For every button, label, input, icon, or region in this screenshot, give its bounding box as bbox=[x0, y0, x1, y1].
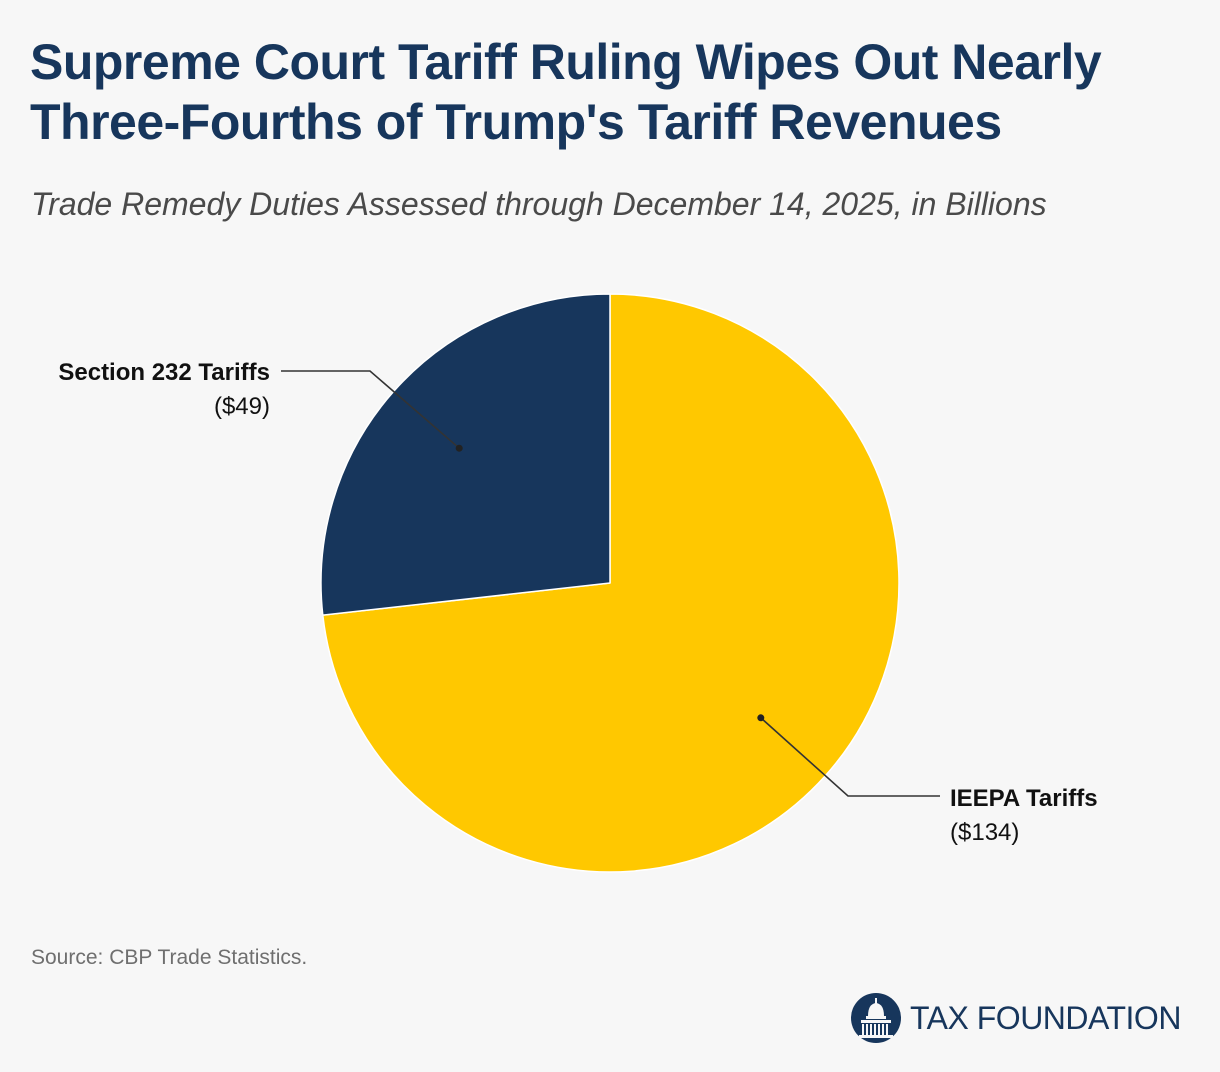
slice-label-section-232-tariffs: Section 232 Tariffs bbox=[58, 359, 270, 386]
source-note: Source: CBP Trade Statistics. bbox=[31, 946, 308, 969]
leader-dot-ieepa-tariffs bbox=[757, 714, 765, 722]
pie-slice-section-232-tariffs bbox=[320, 293, 611, 616]
chart-title: Supreme Court Tariff Ruling Wipes Out Ne… bbox=[30, 32, 1200, 152]
slice-value-ieepa-tariffs: ($134) bbox=[950, 819, 1019, 846]
slice-value-section-232-tariffs: ($49) bbox=[214, 393, 270, 420]
chart-subtitle: Trade Remedy Duties Assessed through Dec… bbox=[31, 186, 1047, 222]
chart-title-line-1: Supreme Court Tariff Ruling Wipes Out Ne… bbox=[30, 34, 1102, 90]
slice-label-ieepa-tariffs: IEEPA Tariffs bbox=[950, 785, 1098, 812]
chart-title-line-2: Three-Fourths of Trump's Tariff Revenues bbox=[30, 94, 1002, 150]
leader-line-ieepa-tariffs bbox=[760, 717, 940, 797]
leader-line-section-232-tariffs bbox=[281, 370, 460, 449]
leader-dot-section-232-tariffs bbox=[455, 444, 463, 452]
capitol-dome-logo-icon bbox=[851, 993, 901, 1043]
tax-foundation-brand: TAX FOUNDATION bbox=[850, 990, 1181, 1046]
brand-name: TAX FOUNDATION bbox=[910, 999, 1181, 1036]
